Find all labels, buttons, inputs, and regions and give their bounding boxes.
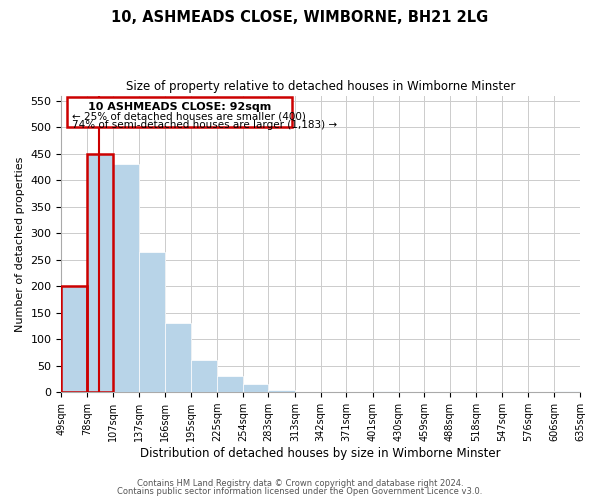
Bar bbox=[554, 390, 580, 392]
Title: Size of property relative to detached houses in Wimborne Minster: Size of property relative to detached ho… bbox=[126, 80, 515, 93]
Bar bbox=[217, 376, 243, 392]
Text: Contains HM Land Registry data © Crown copyright and database right 2024.: Contains HM Land Registry data © Crown c… bbox=[137, 478, 463, 488]
X-axis label: Distribution of detached houses by size in Wimborne Minster: Distribution of detached houses by size … bbox=[140, 447, 501, 460]
Bar bbox=[191, 360, 217, 392]
Text: 10, ASHMEADS CLOSE, WIMBORNE, BH21 2LG: 10, ASHMEADS CLOSE, WIMBORNE, BH21 2LG bbox=[112, 10, 488, 25]
Bar bbox=[139, 252, 165, 392]
Text: Contains public sector information licensed under the Open Government Licence v3: Contains public sector information licen… bbox=[118, 487, 482, 496]
Bar bbox=[268, 390, 295, 392]
Bar bbox=[165, 324, 191, 392]
Bar bbox=[67, 97, 292, 128]
Text: ← 25% of detached houses are smaller (400): ← 25% of detached houses are smaller (40… bbox=[72, 112, 306, 122]
Bar bbox=[87, 154, 113, 392]
Bar bbox=[61, 286, 87, 392]
Text: 10 ASHMEADS CLOSE: 92sqm: 10 ASHMEADS CLOSE: 92sqm bbox=[88, 102, 271, 113]
Bar bbox=[87, 154, 113, 392]
Y-axis label: Number of detached properties: Number of detached properties bbox=[15, 156, 25, 332]
Bar bbox=[243, 384, 268, 392]
Text: 74% of semi-detached houses are larger (1,183) →: 74% of semi-detached houses are larger (… bbox=[72, 120, 337, 130]
Bar bbox=[373, 390, 398, 392]
Bar bbox=[113, 164, 139, 392]
Bar bbox=[61, 286, 87, 392]
